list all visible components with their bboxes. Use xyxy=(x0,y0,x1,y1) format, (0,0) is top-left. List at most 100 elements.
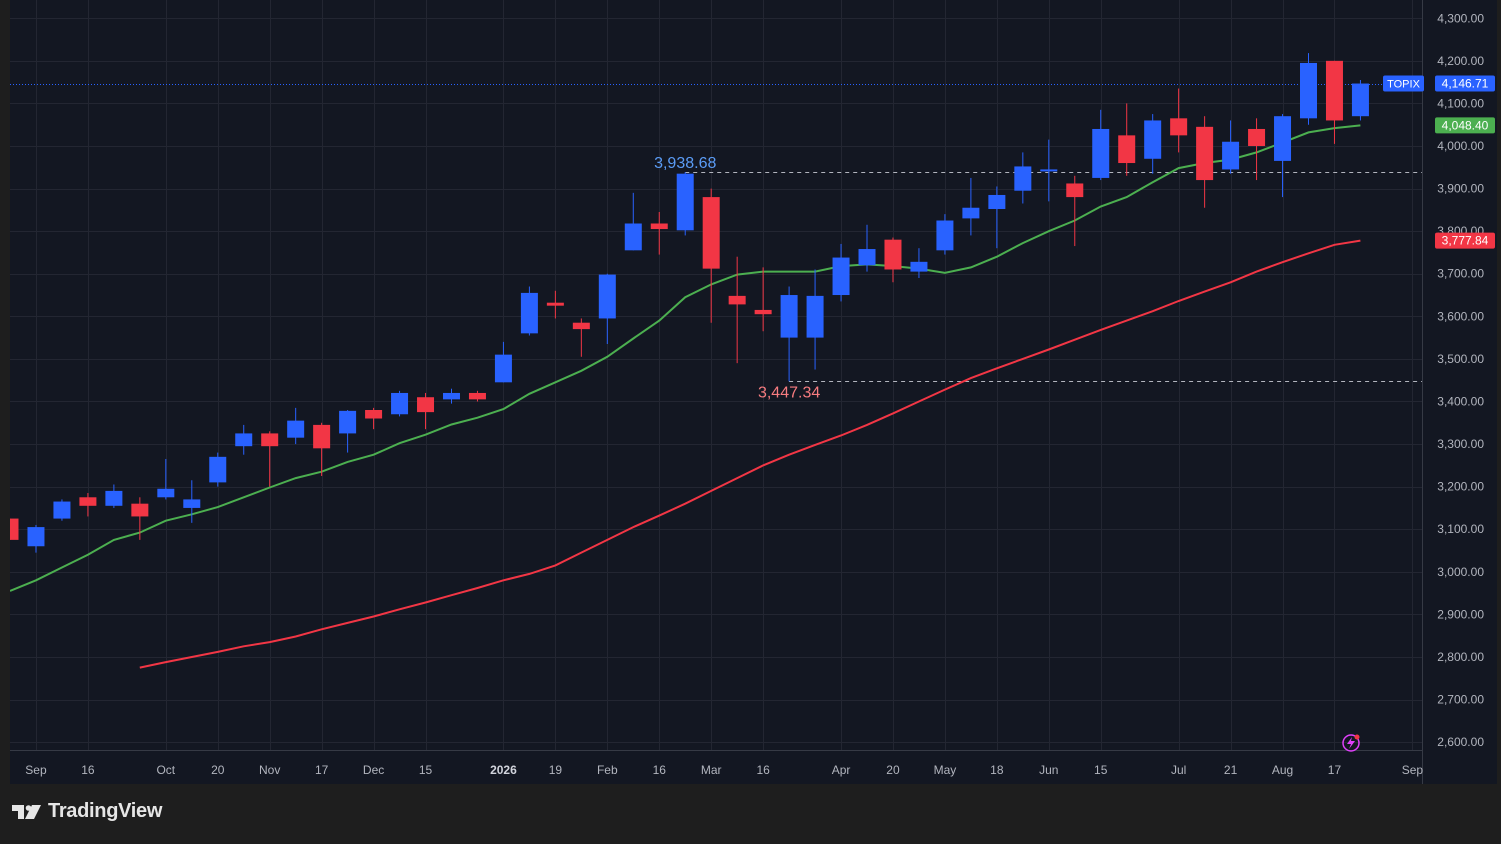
candle-body-up[interactable] xyxy=(157,488,175,498)
candle-body-up[interactable] xyxy=(339,410,357,434)
x-tick-label: Apr xyxy=(832,763,851,777)
lightning-icon-ring xyxy=(1342,734,1360,752)
candle-body-down[interactable] xyxy=(131,503,149,517)
x-tick-label: Sep xyxy=(1402,763,1424,777)
candle-body-up[interactable] xyxy=(235,433,253,447)
high-price-label: 3,938.68 xyxy=(654,155,716,172)
x-tick-label: Jun xyxy=(1039,763,1058,777)
chart-area[interactable]: 2,600.00 2,700.00 2,800.00 2,900.00 3,000.00… xyxy=(10,0,1497,784)
candle-body-up[interactable] xyxy=(183,499,201,508)
x-tick-label: Oct xyxy=(156,763,175,777)
y-tick-label: 3,900.00 xyxy=(1437,182,1484,196)
candle-body-up[interactable] xyxy=(520,292,538,334)
brand[interactable]: TradingView xyxy=(12,800,162,823)
tradingview-logo-icon xyxy=(12,804,41,819)
x-tick-label: Jul xyxy=(1171,763,1186,777)
y-tick-label: 3,500.00 xyxy=(1437,352,1484,366)
x-tick-label: 16 xyxy=(653,763,667,777)
candle-body-up[interactable] xyxy=(1144,120,1162,159)
ma-long-value-badge: 3,777.84 xyxy=(1442,234,1489,248)
candle-body-up[interactable] xyxy=(53,501,71,519)
candle-body-up[interactable] xyxy=(598,274,616,319)
footer-bar xyxy=(0,784,1501,844)
ma-short-line xyxy=(10,124,1361,592)
candle-body-up[interactable] xyxy=(780,295,798,338)
candles xyxy=(10,53,1369,553)
candle-body-up[interactable] xyxy=(1014,166,1032,191)
candle-body-up[interactable] xyxy=(676,173,694,231)
candle-body-down[interactable] xyxy=(1248,128,1266,146)
candle-body-down[interactable] xyxy=(10,518,19,540)
candle-body-down[interactable] xyxy=(1325,60,1343,121)
y-tick-label: 4,100.00 xyxy=(1437,96,1484,110)
candle-body-down[interactable] xyxy=(1066,183,1084,198)
candle-body-down[interactable] xyxy=(572,322,590,330)
plot-background xyxy=(10,0,1422,750)
candle-body-down[interactable] xyxy=(728,295,746,305)
candle-body-down[interactable] xyxy=(417,397,435,413)
x-tick-label: May xyxy=(934,763,957,777)
x-tick-label: Aug xyxy=(1272,763,1293,777)
candle-body-up[interactable] xyxy=(494,354,512,383)
candle-body-up[interactable] xyxy=(806,295,824,338)
candle-body-down[interactable] xyxy=(1196,126,1214,181)
x-tick-label: Nov xyxy=(259,763,280,777)
x-tick-label: 16 xyxy=(81,763,95,777)
candle-body-up[interactable] xyxy=(209,456,227,483)
y-tick-label: 4,000.00 xyxy=(1437,139,1484,153)
candle-body-up[interactable] xyxy=(105,490,123,506)
candle-body-up[interactable] xyxy=(1092,128,1110,178)
candle-body-down[interactable] xyxy=(79,497,97,506)
candle-body-down[interactable] xyxy=(313,424,331,449)
ma-long-value-badge-bg xyxy=(1435,232,1495,249)
candle-body-down[interactable] xyxy=(754,309,772,315)
notification-dot xyxy=(1354,734,1360,740)
candle-body-down[interactable] xyxy=(546,302,564,306)
y-tick-label: 3,100.00 xyxy=(1437,522,1484,536)
candle-body-up[interactable] xyxy=(1351,83,1369,117)
low-price-label: 3,447.34 xyxy=(758,384,820,401)
candle-body-down[interactable] xyxy=(261,433,279,447)
candle-body-up[interactable] xyxy=(962,207,980,219)
candle-body-up[interactable] xyxy=(442,392,460,400)
lightning-icon[interactable] xyxy=(1342,734,1360,752)
ma-short-value-badge-bg xyxy=(1435,117,1495,134)
x-tick-label: Mar xyxy=(701,763,722,777)
candle-body-up[interactable] xyxy=(936,220,954,251)
y-tick-label: 2,900.00 xyxy=(1437,607,1484,621)
ma-short-value-badge: 4,048.40 xyxy=(1442,118,1489,132)
y-tick-label: 3,000.00 xyxy=(1437,565,1484,579)
y-tick-label: 3,300.00 xyxy=(1437,437,1484,451)
candle-body-up[interactable] xyxy=(391,392,409,415)
x-tick-label: 17 xyxy=(1328,763,1342,777)
candle-body-up[interactable] xyxy=(287,420,305,438)
x-tick-label: 20 xyxy=(886,763,900,777)
candle-body-up[interactable] xyxy=(27,527,45,547)
x-tick-label: 2026 xyxy=(490,763,517,777)
symbol-badge: TOPIX xyxy=(1387,79,1420,91)
candle-body-up[interactable] xyxy=(858,249,876,266)
candle-body-down[interactable] xyxy=(365,409,383,419)
x-tick-label: 15 xyxy=(1094,763,1108,777)
candle-body-up[interactable] xyxy=(1300,62,1317,119)
y-tick-label: 4,300.00 xyxy=(1437,11,1484,25)
candle-body-down[interactable] xyxy=(1118,135,1136,164)
candle-body-down[interactable] xyxy=(650,223,668,230)
y-tick-label: 3,200.00 xyxy=(1437,480,1484,494)
candle-body-up[interactable] xyxy=(1274,116,1292,161)
candle-body-down[interactable] xyxy=(884,239,902,270)
candle-body-up[interactable] xyxy=(910,261,928,272)
candle-body-down[interactable] xyxy=(702,197,720,269)
candle-body-up[interactable] xyxy=(624,223,642,251)
candle-body-up[interactable] xyxy=(832,257,850,296)
candle-body-up[interactable] xyxy=(1222,141,1240,170)
symbol-badge-bg xyxy=(1383,75,1424,92)
y-tick-label: 2,600.00 xyxy=(1437,735,1484,749)
price-chart[interactable]: 2,600.00 2,700.00 2,800.00 2,900.00 3,000.00… xyxy=(10,0,1497,784)
x-tick-label: 17 xyxy=(315,763,329,777)
candle-body-up[interactable] xyxy=(1040,169,1058,172)
candle-body-down[interactable] xyxy=(1170,118,1188,136)
candle-body-down[interactable] xyxy=(468,392,486,400)
y-tick-label: 2,700.00 xyxy=(1437,693,1484,707)
candle-body-up[interactable] xyxy=(988,194,1006,210)
